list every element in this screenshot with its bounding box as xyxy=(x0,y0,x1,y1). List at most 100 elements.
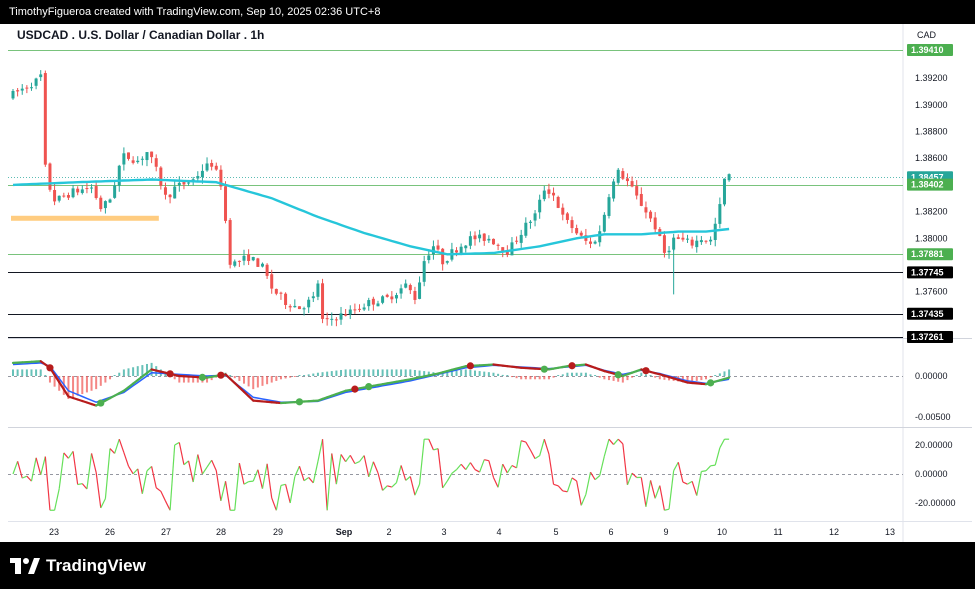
osc-line-segment xyxy=(571,477,577,482)
macd-tick-label: 0.00000 xyxy=(915,371,948,381)
osc-tick-label: 20.00000 xyxy=(915,440,953,450)
candle-body xyxy=(464,245,468,249)
price-label: 1.37435 xyxy=(911,309,944,319)
candle-body xyxy=(399,288,403,294)
candle-body xyxy=(662,235,666,253)
osc-line-segment xyxy=(137,468,143,494)
candle-body xyxy=(247,254,251,262)
osc-line-segment xyxy=(303,476,310,482)
candle-body xyxy=(196,176,200,179)
macd-histogram-bar xyxy=(90,376,93,391)
macd-histogram-bar xyxy=(344,369,347,376)
osc-line-segment xyxy=(580,494,587,506)
osc-line-segment xyxy=(682,481,688,485)
osc-line-segment xyxy=(335,454,342,485)
candle-body xyxy=(168,194,172,198)
osc-line-segment xyxy=(169,444,176,511)
osc-line-segment xyxy=(691,481,698,496)
osc-line-segment xyxy=(289,476,296,504)
candle-body xyxy=(515,240,519,242)
macd-signal-line xyxy=(12,362,730,404)
macd-cross-marker xyxy=(466,362,474,370)
macd-histogram-bar xyxy=(353,369,356,376)
candle-body xyxy=(39,74,43,78)
time-tick-label: 3 xyxy=(441,527,446,537)
macd-histogram-bar xyxy=(335,370,338,376)
macd-histogram-bar xyxy=(247,376,250,387)
candle-body xyxy=(62,195,66,197)
ema-line xyxy=(12,178,730,256)
time-tick-label: 26 xyxy=(105,527,115,537)
candle-body xyxy=(260,263,264,267)
osc-line-segment xyxy=(197,454,204,475)
candle-body xyxy=(353,309,357,311)
candle-body xyxy=(575,228,579,234)
candle-body xyxy=(325,318,329,320)
macd-histogram-bar xyxy=(709,376,712,378)
osc-line-segment xyxy=(17,461,23,479)
candle-body xyxy=(468,236,472,246)
osc-line-segment xyxy=(100,498,106,509)
macd-histogram-bar xyxy=(612,376,615,381)
macd-histogram-bar xyxy=(312,373,315,376)
osc-line-segment xyxy=(377,472,384,491)
osc-line-segment xyxy=(340,454,347,463)
osc-line-segment xyxy=(317,439,324,462)
chart-panel[interactable]: USDCAD . U.S. Dollar / Canadian Dollar .… xyxy=(8,24,972,542)
osc-line-segment xyxy=(160,491,167,502)
candle-body xyxy=(528,221,532,223)
candle-body xyxy=(256,258,260,267)
macd-histogram-bar xyxy=(109,376,112,380)
candle-body xyxy=(159,167,163,186)
macd-histogram-bar xyxy=(686,376,689,383)
osc-line-segment xyxy=(86,453,93,490)
osc-line-segment xyxy=(594,475,601,481)
macd-histogram-bar xyxy=(76,376,79,396)
osc-line-segment xyxy=(321,439,328,511)
candle-body xyxy=(496,244,500,246)
candle-body xyxy=(681,237,685,240)
candle-body xyxy=(214,165,218,170)
macd-cross-marker xyxy=(97,399,105,407)
macd-histogram-bar xyxy=(72,376,75,398)
osc-line-segment xyxy=(12,461,19,475)
macd-histogram-bar xyxy=(571,372,574,376)
osc-line-segment xyxy=(502,463,508,474)
osc-line-segment xyxy=(451,469,457,474)
macd-histogram-bar xyxy=(229,375,232,376)
candle-body xyxy=(53,190,57,202)
osc-line-segment xyxy=(243,481,249,485)
macd-histogram-bar xyxy=(145,363,148,376)
candle-body xyxy=(612,181,616,199)
macd-histogram-bar xyxy=(474,370,476,376)
tradingview-logo[interactable]: TradingView xyxy=(10,556,146,576)
osc-line-segment xyxy=(141,470,148,494)
macd-histogram-bar xyxy=(547,376,550,380)
macd-histogram-bar xyxy=(243,376,245,384)
osc-line-segment xyxy=(599,455,605,476)
macd-histogram-bar xyxy=(700,376,703,381)
price-label-box xyxy=(907,307,953,320)
osc-line-segment xyxy=(664,508,670,511)
osc-line-segment xyxy=(548,453,555,485)
chart-svg[interactable]: USDCAD . U.S. Dollar / Canadian Dollar .… xyxy=(8,24,972,542)
macd-histogram-bar xyxy=(67,376,70,399)
macd-histogram-bar xyxy=(691,376,694,382)
macd-histogram-bar xyxy=(113,375,116,376)
time-tick-label: 11 xyxy=(773,527,782,537)
time-tick-label: 9 xyxy=(663,527,668,537)
macd-histogram-bar xyxy=(718,373,721,376)
macd-histogram-bar xyxy=(187,376,190,383)
osc-line-segment xyxy=(354,461,360,465)
price-label-box xyxy=(907,331,953,343)
osc-line-segment xyxy=(687,480,693,485)
macd-histogram-bar xyxy=(598,376,601,378)
candle-body xyxy=(589,241,592,244)
osc-line-segment xyxy=(479,459,485,473)
candle-body xyxy=(718,204,722,224)
macd-histogram-bar xyxy=(95,376,98,390)
osc-line-segment xyxy=(562,490,568,493)
candle-body xyxy=(205,163,209,171)
macd-histogram-bar xyxy=(279,376,282,380)
macd-cross-marker xyxy=(540,365,548,373)
